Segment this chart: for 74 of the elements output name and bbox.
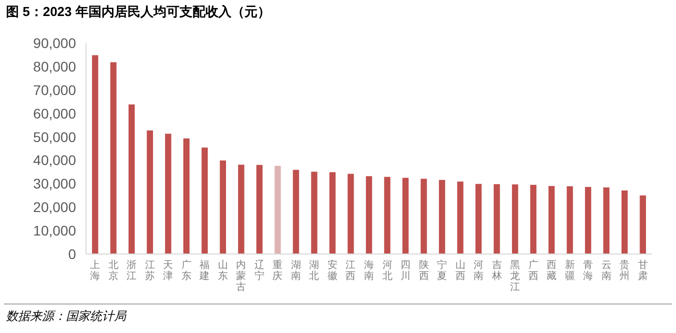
x-tick-label: 福建 xyxy=(198,259,210,282)
x-tick-label: 云南 xyxy=(601,260,612,282)
x-tick-label: 上海 xyxy=(90,259,100,282)
bar xyxy=(292,170,300,254)
x-tick-label: 重庆 xyxy=(272,259,283,282)
bar xyxy=(92,55,98,254)
y-tick-label: 30,000 xyxy=(33,176,76,192)
x-tick-label: 天津 xyxy=(163,260,174,282)
x-tick-label: 辽宁 xyxy=(254,259,264,282)
y-tick-label: 40,000 xyxy=(33,152,76,168)
x-tick-label: 浙江 xyxy=(126,259,137,282)
bar xyxy=(475,184,482,254)
bar xyxy=(622,190,628,254)
y-tick-label: 20,000 xyxy=(33,199,76,216)
bar xyxy=(146,130,154,254)
x-tick-label: 湖南 xyxy=(290,259,301,282)
y-tick-label: 10,000 xyxy=(33,222,76,239)
bar xyxy=(274,166,281,254)
bar xyxy=(584,186,592,254)
bar xyxy=(311,172,318,254)
x-tick-label: 黑龙江 xyxy=(510,260,520,293)
x-tick-label: 广东 xyxy=(181,259,192,282)
x-tick-label: 新疆 xyxy=(564,259,575,282)
bar xyxy=(494,184,500,254)
x-tick-label: 宁夏 xyxy=(437,259,448,282)
x-tick-label: 安徽 xyxy=(327,259,338,282)
bar xyxy=(202,148,208,254)
bar xyxy=(128,104,135,254)
x-tick-label: 海南 xyxy=(364,259,374,282)
bar xyxy=(457,182,464,254)
y-tick-label: 60,000 xyxy=(33,105,76,122)
x-tick-label: 山西 xyxy=(455,259,466,282)
x-tick-label: 贵州 xyxy=(620,259,630,282)
bar xyxy=(402,178,409,254)
x-tick-label: 北京 xyxy=(108,259,118,282)
bar xyxy=(438,180,446,254)
bar xyxy=(512,184,518,254)
bar xyxy=(183,138,190,254)
y-tick-label: 80,000 xyxy=(33,58,76,74)
bar xyxy=(640,195,646,254)
bar xyxy=(366,176,372,254)
x-tick-label: 江西 xyxy=(346,259,356,282)
bar xyxy=(530,184,536,254)
x-tick-label: 吉林 xyxy=(490,259,502,282)
x-tick-label: 甘肃 xyxy=(638,259,648,282)
y-tick-label: 90,000 xyxy=(33,35,76,51)
x-tick-label: 湖北 xyxy=(309,259,320,282)
y-tick-label: 50,000 xyxy=(33,128,76,145)
bar xyxy=(238,164,244,254)
bar xyxy=(566,186,573,254)
x-tick-label: 西藏 xyxy=(546,260,557,282)
x-tick-label: 青海 xyxy=(583,259,594,282)
bar xyxy=(603,187,610,254)
x-tick-label: 江苏 xyxy=(144,259,155,282)
x-tick-label: 内蒙古 xyxy=(236,259,246,293)
y-tick-label: 0 xyxy=(68,246,76,262)
source-note: 数据来源：国家统计局 xyxy=(6,309,127,323)
bar xyxy=(348,174,354,254)
x-tick-label: 四川 xyxy=(400,260,411,282)
x-tick-label: 陕西 xyxy=(418,259,429,282)
x-tick-label: 广西 xyxy=(528,259,538,282)
bar xyxy=(548,186,555,254)
bar xyxy=(384,176,390,254)
x-tick-label: 河北 xyxy=(382,259,392,282)
chart-title: 图 5：2023 年国内居民人均可支配收入（元） xyxy=(6,4,270,19)
bar xyxy=(165,134,172,254)
x-tick-label: 山东 xyxy=(218,259,228,282)
bar xyxy=(220,160,226,254)
x-tick-label: 河南 xyxy=(474,259,484,282)
bar xyxy=(420,178,427,254)
bar xyxy=(329,172,336,254)
bar xyxy=(256,164,263,254)
bar xyxy=(110,62,116,254)
y-tick-label: 70,000 xyxy=(33,82,76,98)
